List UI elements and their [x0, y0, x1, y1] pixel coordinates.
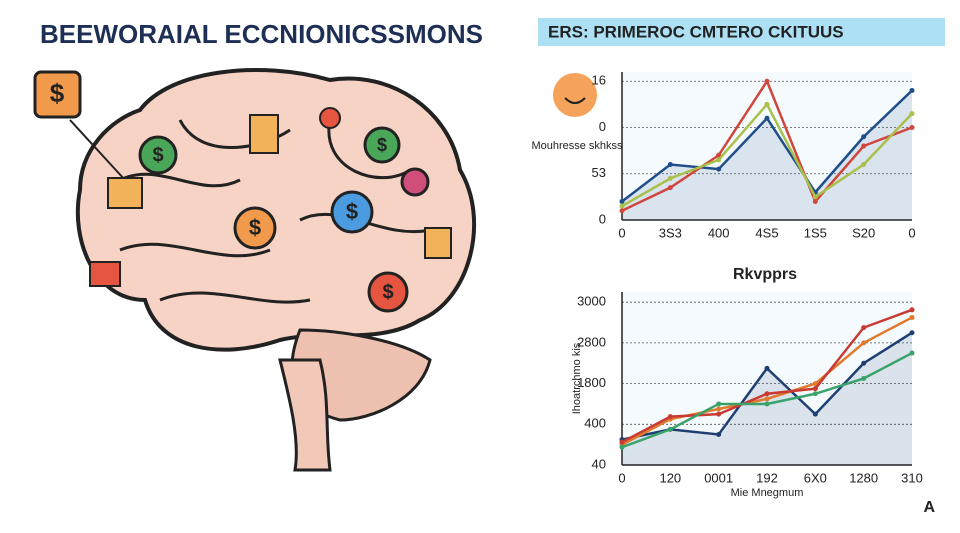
bill	[107, 177, 143, 209]
series-point	[619, 444, 625, 450]
y-tick-label: 16	[592, 73, 606, 88]
y-tick-label: 0	[599, 119, 606, 134]
x-tick-label: 310	[901, 470, 923, 485]
x-tick-label: 120	[659, 470, 681, 485]
series-point	[716, 411, 722, 417]
coin-symbol: $	[152, 144, 163, 166]
series-point	[764, 101, 770, 107]
coin	[233, 206, 277, 250]
series-point	[716, 166, 722, 172]
x-axis-label: Mie Mnegmum	[731, 487, 804, 499]
coin	[367, 271, 409, 313]
coin	[138, 135, 178, 175]
series-point	[764, 396, 770, 402]
series-point	[812, 391, 818, 397]
series-point	[861, 162, 867, 167]
series-point	[764, 115, 770, 121]
x-tick-label: 6X0	[804, 470, 827, 485]
y-tick-label: 3000	[577, 294, 606, 309]
series-point	[861, 376, 867, 381]
x-tick-label: 3S3	[659, 225, 682, 240]
series-point	[667, 185, 673, 191]
series-point	[667, 426, 673, 432]
bill	[249, 114, 279, 154]
series-point	[764, 391, 770, 397]
series-point	[909, 125, 915, 130]
series-point	[861, 325, 867, 331]
coin-symbol: $	[249, 215, 261, 240]
series-point	[861, 360, 867, 366]
bill	[424, 227, 452, 259]
series-point	[764, 401, 770, 407]
series-point	[619, 439, 625, 445]
x-tick-label: 0001	[704, 470, 733, 485]
series-point	[861, 134, 867, 140]
coin-symbol: $	[50, 78, 65, 108]
series-point	[667, 414, 673, 420]
series-point	[667, 175, 673, 181]
series-point	[909, 314, 915, 320]
x-tick-label: 0	[618, 225, 625, 240]
coin-symbol: $	[377, 135, 387, 155]
coin	[363, 126, 401, 164]
series-point	[812, 199, 818, 204]
x-tick-label: 1S5	[804, 225, 827, 240]
series-point	[909, 88, 915, 93]
series-point	[909, 350, 915, 356]
series-point	[812, 381, 818, 387]
x-tick-label: 192	[756, 470, 778, 485]
brain-illustration	[69, 68, 597, 472]
y-tick-label: 40	[592, 456, 606, 471]
series-point	[619, 203, 625, 209]
x-tick-label: 0	[908, 225, 915, 240]
series-area	[622, 90, 912, 220]
series-point	[909, 111, 915, 117]
x-tick-label: 0	[618, 470, 625, 485]
series-point	[716, 157, 722, 163]
chart-title: ERS: PRIMEROC CMTERO CKITUUS	[548, 22, 844, 41]
series-point	[716, 401, 722, 407]
series-point	[764, 365, 770, 371]
x-tick-label: 1280	[849, 470, 878, 485]
series-point	[619, 208, 625, 214]
title-banner	[538, 18, 945, 46]
y-tick-label: 53	[592, 165, 606, 180]
coin-symbol: $	[346, 199, 358, 224]
y-tick-label: 2800	[577, 334, 606, 349]
y-axis-label: Ihoatrchmo kis	[571, 342, 583, 414]
coin	[400, 167, 430, 197]
series-point	[909, 307, 915, 313]
coins: $ $ $ $ $ $	[33, 70, 452, 313]
y-tick-label: 0	[599, 211, 606, 226]
x-tick-label: S20	[852, 225, 875, 240]
series-point	[812, 411, 818, 417]
series-point	[716, 431, 722, 437]
series-point	[812, 194, 818, 200]
series-point	[764, 78, 770, 84]
series-point	[861, 340, 867, 346]
series-point	[716, 406, 722, 412]
coin	[319, 107, 341, 129]
series-point	[716, 152, 722, 158]
y-tick-label: 400	[584, 416, 606, 431]
y-axis-label: Mouhresse skhkss	[531, 140, 623, 152]
series-point	[909, 330, 915, 336]
coin	[330, 190, 374, 234]
series-point	[812, 386, 818, 392]
series-point	[667, 162, 673, 167]
corner-mark: A	[923, 499, 935, 516]
chart-title: Rkvpprs	[733, 266, 797, 283]
x-tick-label: 4S5	[755, 225, 778, 240]
coin-symbol: $	[382, 281, 393, 303]
x-tick-label: 400	[708, 225, 730, 240]
coin-sign	[33, 70, 82, 119]
series-point	[861, 143, 867, 149]
series-point	[619, 199, 625, 204]
bill	[89, 261, 121, 287]
page-title: BEEWORAIAL ECCNIONICSSMONS	[40, 19, 483, 49]
y-tick-label: 1800	[577, 375, 606, 390]
